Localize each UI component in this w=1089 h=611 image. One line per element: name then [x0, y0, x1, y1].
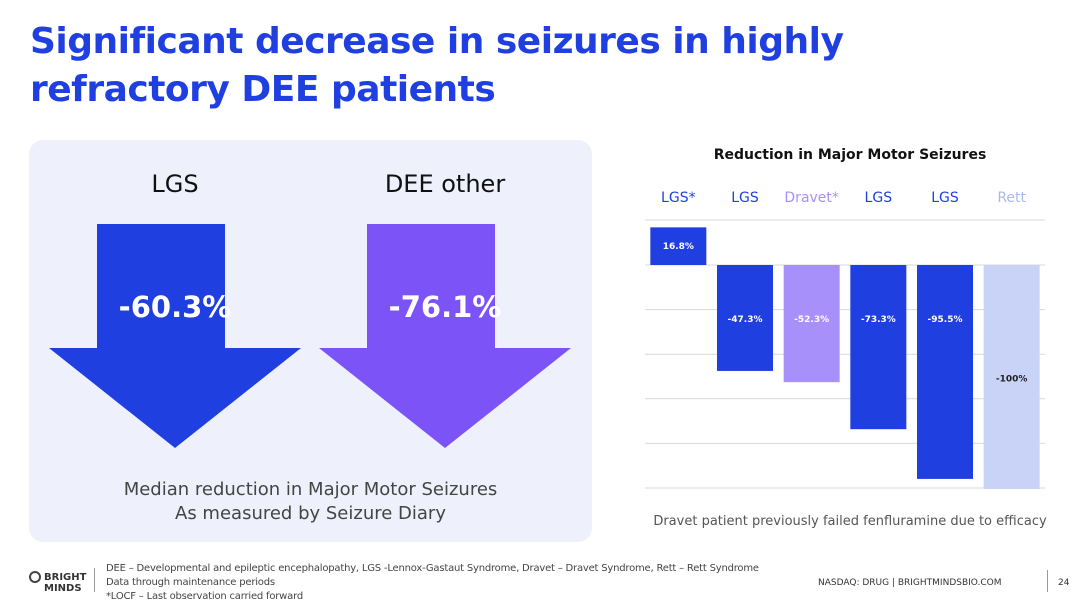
slide-title: Significant decrease in seizures in high…: [30, 18, 850, 114]
bar-6: [983, 265, 1040, 489]
category-label-1: LGS*: [661, 190, 696, 206]
footer-divider: [94, 568, 95, 592]
bar-3: [783, 265, 840, 383]
lgs-arrow-down-icon: [49, 224, 301, 448]
footnote-locf: *LOCF – Last observation carried forward: [106, 591, 303, 602]
logo-line-2: MINDS: [44, 583, 82, 594]
logo-line-1: BRIGHT: [44, 572, 87, 583]
bright-minds-logo: BRIGHT MINDS: [29, 571, 87, 594]
data-label-1: 16.8%: [663, 242, 694, 252]
lgs-arrow-label: LGS: [151, 170, 199, 198]
bar-chart-canvas: LGS* 16.8% LGS -47.3% Dravet* -52.3% LGS -73.3%…: [645, 190, 1045, 489]
data-label-3: -52.3%: [794, 315, 829, 325]
category-label-3: Dravet*: [784, 190, 839, 206]
category-label-5: LGS: [931, 190, 959, 206]
data-label-6: -100%: [996, 374, 1028, 384]
category-label-4: LGS: [865, 190, 893, 206]
page-number: 24: [1058, 578, 1070, 588]
data-label-5: -95.5%: [928, 315, 963, 325]
bar-5: [917, 265, 973, 479]
slide-title-line-2: refractory DEE patients: [30, 69, 496, 110]
page-divider: [1047, 570, 1048, 592]
footnotes: DEE – Developmental and epileptic enceph…: [106, 562, 759, 604]
chart-note: Dravet patient previously failed fenflur…: [653, 514, 1047, 529]
footnote-data-period: Data through maintenance periods: [106, 577, 275, 588]
category-label-2: LGS: [731, 190, 759, 206]
bar-2: [717, 265, 773, 371]
bar-4: [850, 265, 907, 430]
footnote-abbreviations: DEE – Developmental and epileptic enceph…: [106, 563, 759, 574]
category-label-6: Rett: [997, 190, 1026, 206]
dee-other-arrow-label: DEE other: [384, 170, 506, 198]
panel-caption-line-1: Median reduction in Major Motor Seizures: [123, 479, 498, 500]
logo-brain-icon: [29, 571, 41, 583]
panel-caption-line-2: As measured by Seizure Diary: [175, 503, 446, 524]
chart-title: Reduction in Major Motor Seizures: [713, 147, 987, 163]
lgs-arrow-value: -60.3%: [118, 290, 232, 324]
dee-other-arrow-value: -76.1%: [388, 290, 502, 324]
data-label-2: -47.3%: [728, 315, 763, 325]
nasdaq-ticker: NASDAQ: DRUG | BRIGHTMINDSBIO.COM: [818, 578, 1002, 588]
dee-other-arrow-down-icon: [319, 224, 571, 448]
bar-1: [650, 227, 707, 265]
slide-title-line-1: Significant decrease in seizures in high…: [30, 21, 844, 62]
data-label-4: -73.3%: [861, 315, 896, 325]
